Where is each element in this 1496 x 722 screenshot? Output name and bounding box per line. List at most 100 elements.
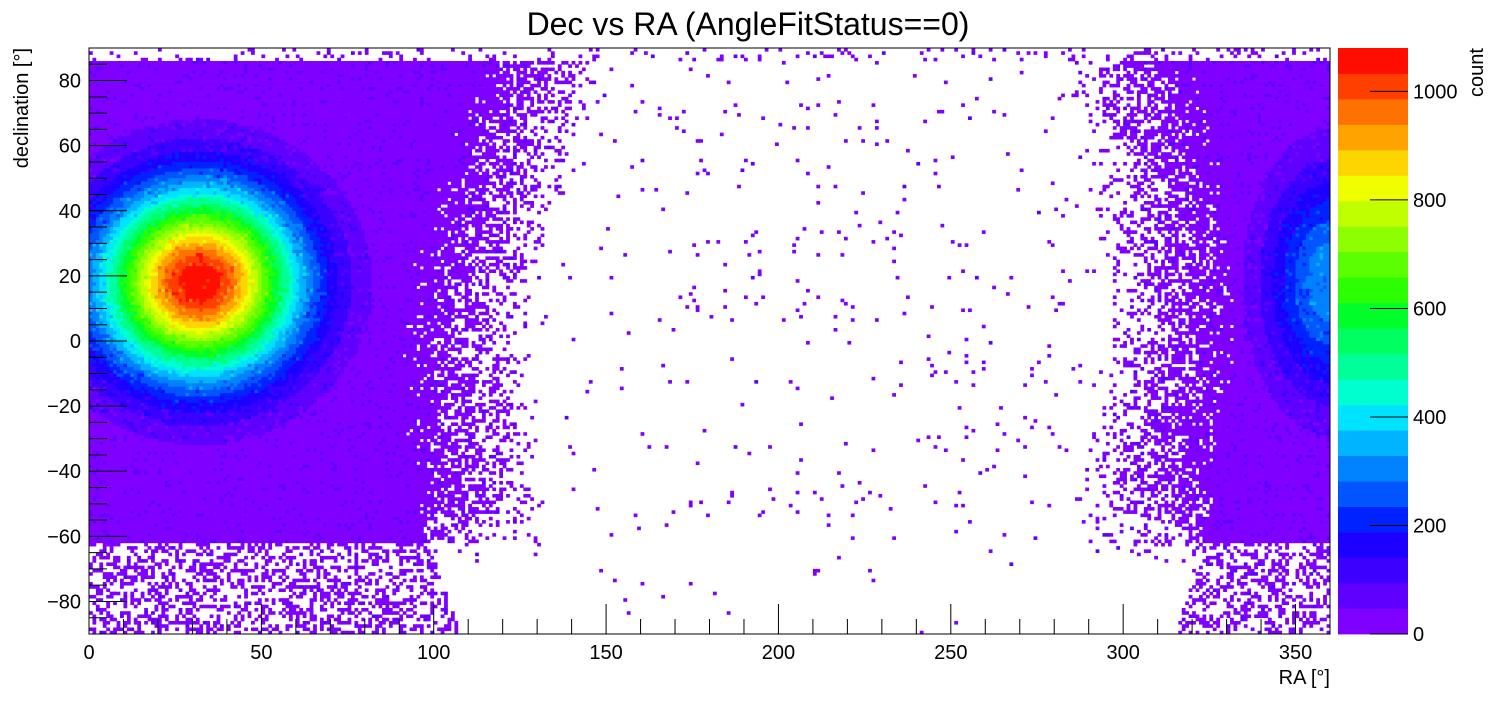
heatmap-cell [1209, 61, 1213, 65]
heatmap-cell [175, 103, 179, 107]
heatmap-cell [182, 77, 186, 81]
heatmap-cell [1265, 68, 1269, 72]
heatmap-cell [210, 68, 214, 72]
heatmap-cell [468, 84, 472, 88]
heatmap-cell [113, 74, 117, 78]
heatmap-cell [379, 133, 383, 137]
heatmap-cell [554, 71, 558, 75]
heatmap-cell [448, 74, 452, 78]
heatmap-cell [510, 87, 514, 91]
heatmap-cell [244, 113, 248, 117]
heatmap-cell [1192, 97, 1196, 101]
heatmap-cell [265, 90, 269, 94]
heatmap-cell [261, 136, 265, 140]
heatmap-cell [413, 100, 417, 104]
heatmap-cell [416, 120, 420, 124]
heatmap-cell [416, 116, 420, 120]
heatmap-cell [527, 90, 531, 94]
heatmap-cell [472, 94, 476, 98]
heatmap-cell [254, 103, 258, 107]
heatmap-cell [761, 116, 765, 120]
heatmap-cell [296, 123, 300, 127]
heatmap-cell [1223, 110, 1227, 114]
heatmap-cell [1116, 110, 1120, 114]
heatmap-cell [372, 110, 376, 114]
heatmap-cell [375, 126, 379, 130]
heatmap-cell [1199, 71, 1203, 75]
heatmap-cell [282, 107, 286, 111]
heatmap-cell [1285, 133, 1289, 137]
heatmap-cell [237, 110, 241, 114]
heatmap-cell [382, 64, 386, 68]
heatmap-cell [1320, 103, 1324, 107]
heatmap-cell [1240, 136, 1244, 140]
heatmap-cell [117, 107, 121, 111]
heatmap-cell [423, 81, 427, 85]
heatmap-cell [354, 110, 358, 114]
heatmap-cell [423, 123, 427, 127]
heatmap-cell [1247, 74, 1251, 78]
heatmap-cell [1068, 58, 1072, 62]
heatmap-cell [1306, 90, 1310, 94]
heatmap-cell [406, 81, 410, 85]
heatmap-cell [248, 116, 252, 120]
heatmap-cell [175, 77, 179, 81]
heatmap-cell [358, 71, 362, 75]
heatmap-cell [1265, 74, 1269, 78]
heatmap-cell [120, 90, 124, 94]
heatmap-cell [1237, 116, 1241, 120]
heatmap-cell [444, 110, 448, 114]
heatmap-cell [213, 123, 217, 127]
heatmap-cell [213, 71, 217, 75]
heatmap-cell [1251, 84, 1255, 88]
heatmap-cell [844, 48, 848, 52]
heatmap-cell [213, 142, 217, 146]
heatmap-cell [561, 110, 565, 114]
heatmap-cell [303, 90, 307, 94]
heatmap-cell [385, 71, 389, 75]
heatmap-cell [348, 74, 352, 78]
heatmap-cell [206, 113, 210, 117]
heatmap-cell [220, 136, 224, 140]
heatmap-cell [1223, 97, 1227, 101]
heatmap-cell [506, 126, 510, 130]
heatmap-cell [130, 126, 134, 130]
heatmap-cell [299, 103, 303, 107]
heatmap-cell [971, 51, 975, 55]
heatmap-cell [175, 81, 179, 85]
heatmap-cell [172, 107, 176, 111]
heatmap-cell [1316, 94, 1320, 98]
heatmap-cell [172, 77, 176, 81]
heatmap-cell [1306, 133, 1310, 137]
heatmap-cell [1282, 123, 1286, 127]
heatmap-cell [1244, 94, 1248, 98]
heatmap-cell [230, 71, 234, 75]
heatmap-cell [1323, 129, 1327, 133]
heatmap-cell [341, 68, 345, 72]
heatmap-cell [165, 113, 169, 117]
heatmap-cell [1275, 126, 1279, 130]
heatmap-cell [444, 64, 448, 68]
heatmap-cell [1165, 100, 1169, 104]
heatmap-cell [513, 68, 517, 72]
heatmap-cell [1258, 81, 1262, 85]
heatmap-cell [461, 126, 465, 130]
heatmap-cell [292, 71, 296, 75]
heatmap-cell [320, 77, 324, 81]
heatmap-cell [92, 87, 96, 91]
heatmap-cell [465, 90, 469, 94]
heatmap-cell [1244, 77, 1248, 81]
heatmap-cell [217, 142, 221, 146]
heatmap-cell [696, 139, 700, 143]
heatmap-cell [179, 84, 183, 88]
heatmap-cell [203, 87, 207, 91]
heatmap-cell [1099, 87, 1103, 91]
heatmap-cell [130, 100, 134, 104]
heatmap-cell [120, 71, 124, 75]
heatmap-cell [151, 142, 155, 146]
heatmap-cell [392, 103, 396, 107]
heatmap-cell [137, 110, 141, 114]
heatmap-cell [265, 142, 269, 146]
heatmap-cell [186, 68, 190, 72]
heatmap-cell [337, 71, 341, 75]
